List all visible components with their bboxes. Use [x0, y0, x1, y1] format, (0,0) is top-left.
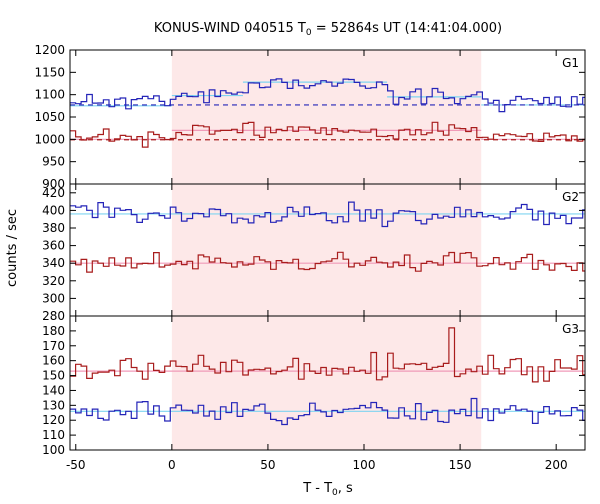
panel-label-G2: G2 [562, 190, 579, 204]
chart-title: KONUS-WIND 040515 T0 = 52864s UT (14:41:… [154, 21, 502, 38]
y-tick-label-G2-3: 340 [42, 256, 65, 270]
x-tick-label-2: 50 [260, 458, 275, 472]
y-tick-label-G3-5: 150 [42, 369, 65, 383]
y-tick-label-G2-0: 280 [42, 309, 65, 323]
y-tick-label-G1-0: 900 [42, 177, 65, 191]
y-tick-label-G2-4: 360 [42, 239, 65, 253]
y-tick-label-G2-1: 300 [42, 291, 65, 305]
x-tick-label-0: -50 [66, 458, 86, 472]
plot-layer: 90095010001050110011501200G1280300320340… [34, 43, 586, 472]
x-axis-label: T - T0, s [302, 481, 353, 498]
shaded-interval-G2 [171, 184, 482, 316]
y-tick-label-G3-0: 100 [42, 443, 65, 457]
x-tick-label-1: 0 [168, 458, 176, 472]
x-tick-label-5: 200 [545, 458, 568, 472]
y-tick-label-G3-4: 140 [42, 383, 65, 397]
series-G2-upper [70, 201, 585, 228]
y-tick-label-G1-5: 1150 [34, 65, 65, 79]
shaded-interval-G1 [171, 50, 482, 184]
y-tick-label-G3-3: 130 [42, 398, 65, 412]
y-tick-label-G1-6: 1200 [34, 43, 65, 57]
series-G2-lower [70, 251, 585, 273]
y-tick-label-G3-6: 160 [42, 354, 65, 368]
x-tick-label-3: 100 [353, 458, 376, 472]
y-tick-label-G2-2: 320 [42, 274, 65, 288]
y-tick-label-G3-7: 170 [42, 339, 65, 353]
panel-frame-G3 [69, 315, 586, 451]
y-tick-label-G3-8: 180 [42, 324, 65, 338]
series-G1-upper [70, 78, 585, 113]
series-G3-upper [70, 327, 585, 383]
y-tick-label-G1-3: 1050 [34, 110, 65, 124]
y-tick-label-G2-7: 420 [42, 186, 65, 200]
y-tick-label-G1-2: 1000 [34, 132, 65, 146]
y-tick-label-G2-5: 380 [42, 221, 65, 235]
panel-label-G1: G1 [562, 56, 579, 70]
series-G1-lower [70, 121, 585, 148]
shaded-interval-G3 [171, 316, 482, 450]
x-tick-label-4: 150 [449, 458, 472, 472]
panel-label-G3: G3 [562, 322, 579, 336]
y-axis-label: counts / sec [5, 209, 20, 287]
series-G3-lower [70, 397, 585, 426]
y-tick-label-G1-4: 1100 [34, 88, 65, 102]
y-tick-label-G3-1: 110 [42, 428, 65, 442]
y-tick-label-G2-6: 400 [42, 203, 65, 217]
y-tick-label-G1-1: 950 [42, 155, 65, 169]
y-tick-label-G3-2: 120 [42, 413, 65, 427]
